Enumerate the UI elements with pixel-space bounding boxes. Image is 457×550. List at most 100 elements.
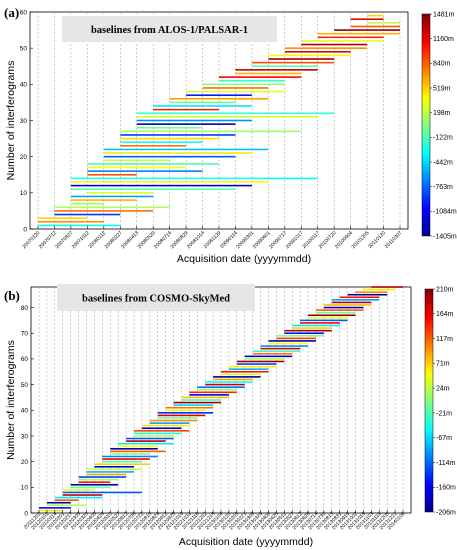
interferogram-bar <box>165 409 206 412</box>
interferogram-bar <box>189 394 229 396</box>
interferogram-bar <box>300 319 348 322</box>
panel-label: (a) <box>4 5 19 20</box>
interferogram-bar <box>235 69 318 71</box>
interferogram-bar <box>315 311 356 314</box>
interferogram-bar <box>78 476 127 478</box>
interferogram-bar <box>78 481 111 483</box>
interferogram-bar <box>54 210 154 212</box>
interferogram-bar <box>186 90 285 93</box>
colorbar-label: 24m <box>436 386 450 393</box>
interferogram-bar <box>236 360 285 363</box>
interferogram-bar <box>219 79 285 82</box>
interferogram-bar <box>38 217 88 219</box>
interferogram-bar <box>153 108 219 111</box>
interferogram-bar <box>268 342 309 345</box>
interferogram-bar <box>102 460 142 463</box>
interferogram-bar <box>276 337 316 340</box>
interferogram-bar <box>252 350 301 353</box>
interferogram-bar <box>54 206 170 209</box>
interferogram-bar <box>323 306 364 309</box>
interferogram-bar <box>70 199 137 201</box>
interferogram-bar <box>317 36 384 39</box>
interferogram-bar <box>347 293 388 296</box>
colorbar-label: -114m <box>436 460 455 467</box>
interferogram-bar <box>197 386 245 388</box>
interferogram-bar <box>197 388 237 391</box>
interferogram-bar <box>70 202 104 205</box>
interferogram-bar <box>331 301 372 304</box>
panel-label: (b) <box>4 288 20 303</box>
y-tick-label: 70 <box>21 331 29 338</box>
colorbar-label: -442m <box>433 159 453 166</box>
interferogram-bar <box>284 329 332 332</box>
interferogram-bar <box>202 83 285 86</box>
interferogram-bar <box>54 213 121 216</box>
interferogram-bar <box>169 98 269 100</box>
interferogram-bar <box>136 112 335 115</box>
interferogram-bar <box>39 507 71 509</box>
interferogram-bar <box>136 123 236 125</box>
interferogram-bar <box>70 483 119 486</box>
interferogram-bar <box>103 152 252 154</box>
interferogram-bar <box>86 468 142 471</box>
interferogram-bar <box>173 404 214 406</box>
y-axis-label: Number of interferograms <box>5 61 17 181</box>
interferogram-bar <box>284 332 324 335</box>
y-tick-label: 30 <box>21 433 29 440</box>
interferogram-bar <box>205 381 253 383</box>
colorbar-label: 71m <box>436 361 450 368</box>
interferogram-bar <box>165 406 214 409</box>
interferogram-bar <box>133 430 190 432</box>
interferogram-bar <box>367 14 384 17</box>
interferogram-bar <box>205 383 245 386</box>
interferogram-bar <box>236 363 277 365</box>
interferogram-bar <box>244 358 285 360</box>
colorbar-label: -1084m <box>433 209 457 216</box>
y-tick-label: 20 <box>21 459 29 466</box>
interferogram-bar <box>355 291 388 293</box>
interferogram-bar <box>136 116 318 118</box>
y-tick-label: 0 <box>23 226 27 233</box>
interferogram-bar <box>110 447 158 450</box>
interferogram-bar <box>228 365 277 368</box>
interferogram-bar <box>300 322 340 324</box>
interferogram-bar <box>103 155 236 158</box>
interferogram-bar <box>103 148 269 151</box>
y-tick-label: 10 <box>20 190 28 197</box>
interferogram-bar <box>87 192 154 194</box>
interferogram-bar <box>136 126 203 129</box>
interferogram-bar <box>213 378 253 381</box>
colorbar-label: -67m <box>436 435 452 442</box>
interferogram-bar <box>221 370 269 373</box>
interferogram-bar <box>102 455 158 458</box>
interferogram-bar <box>251 65 318 68</box>
interferogram-bar <box>301 40 384 42</box>
interferogram-bar <box>70 188 236 191</box>
colorbar-label: 210m <box>436 286 454 293</box>
interferogram-bar <box>87 163 219 165</box>
y-axis-label: Number of interferograms <box>5 340 17 460</box>
colorbar-label: 1481m <box>433 11 455 18</box>
colorbar-label: 840m <box>433 61 451 68</box>
interferogram-bar <box>292 324 340 327</box>
interferogram-bar <box>169 101 236 104</box>
interferogram-bar <box>86 473 127 476</box>
y-tick-label: 40 <box>20 82 28 89</box>
interferogram-bar <box>153 105 252 107</box>
interferogram-bar <box>186 94 252 96</box>
colorbar-label: 117m <box>436 336 453 343</box>
interferogram-bar <box>301 43 368 46</box>
colorbar-label: -206m <box>436 509 456 516</box>
interferogram-bar <box>308 317 348 319</box>
interferogram-bar <box>62 494 103 496</box>
colorbar-label: 1160m <box>433 36 454 43</box>
y-tick-label: 40 <box>21 408 29 415</box>
interferogram-bar <box>331 299 380 301</box>
interferogram-bar <box>371 286 403 288</box>
interferogram-bar <box>334 29 400 31</box>
interferogram-bar <box>157 414 206 417</box>
interferogram-bar <box>268 340 316 342</box>
interferogram-bar <box>120 137 219 140</box>
interferogram-bar <box>284 50 351 53</box>
interferogram-bar <box>367 22 400 24</box>
